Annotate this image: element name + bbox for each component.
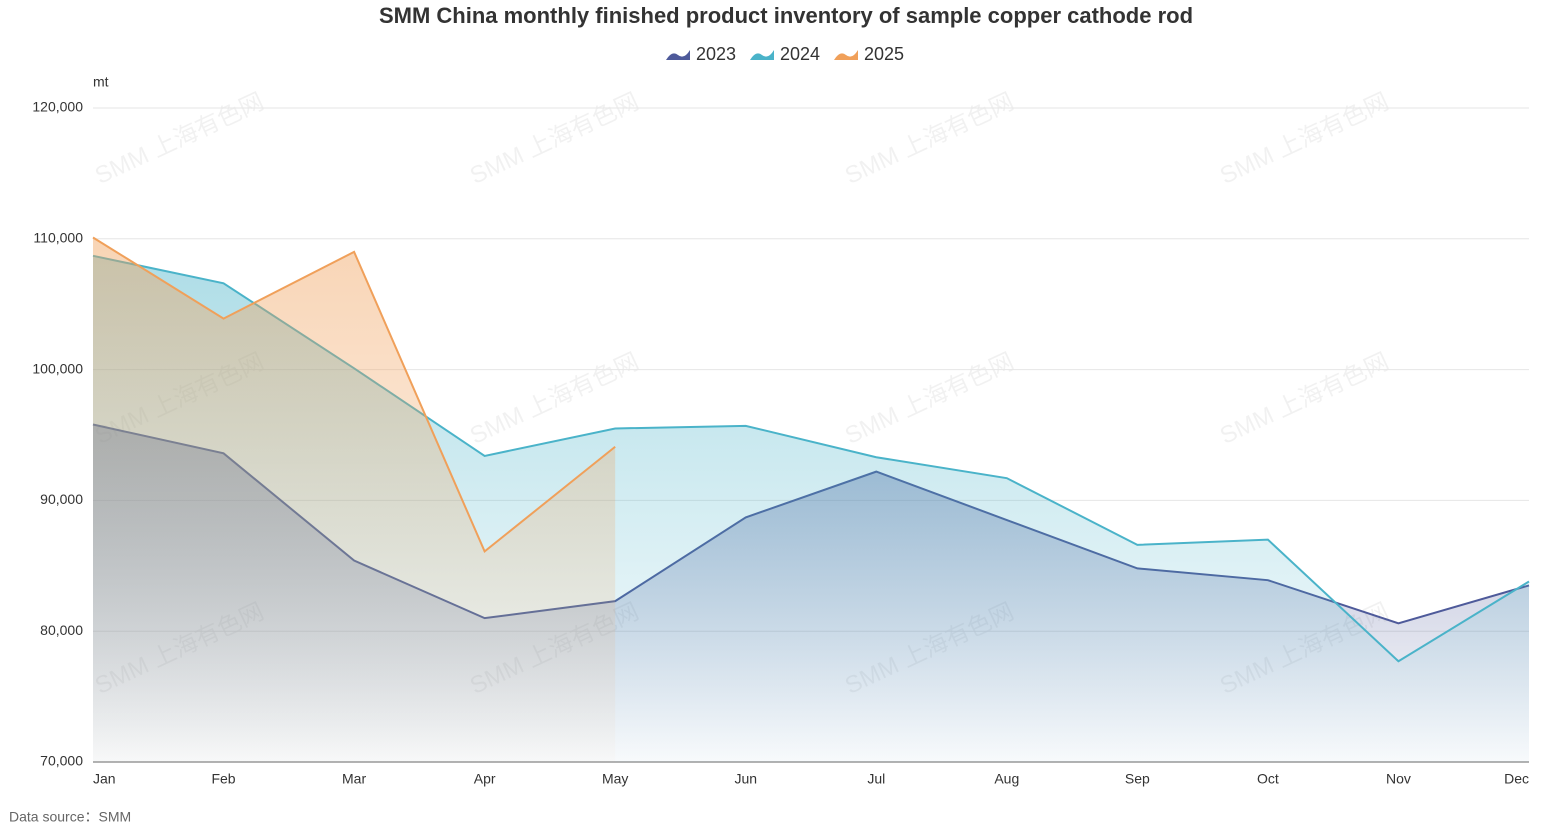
- series-line: [92, 236, 616, 554]
- x-tick-label: May: [602, 771, 628, 787]
- x-tick-label: Feb: [211, 771, 235, 787]
- series-area: [93, 237, 616, 762]
- x-tick-label: Jul: [867, 771, 885, 787]
- x-tick-label: Apr: [474, 771, 496, 787]
- legend-label: 2024: [780, 44, 820, 64]
- x-tick-label: Dec: [1504, 771, 1529, 787]
- watermark: SMM 上海有色网: [1216, 88, 1393, 190]
- y-tick-label: 90,000: [40, 491, 83, 507]
- watermark: SMM 上海有色网: [1216, 348, 1393, 450]
- y-tick-label: 110,000: [33, 230, 83, 246]
- source: Data source：SMM: [9, 809, 131, 825]
- y-tick-label: 120,000: [32, 99, 83, 115]
- y-unit: mt: [93, 74, 109, 90]
- legend-icon: [750, 50, 774, 60]
- legend-icon: [666, 50, 690, 60]
- x-tick-label: Jan: [93, 771, 116, 787]
- watermark: SMM 上海有色网: [91, 88, 268, 190]
- watermark: SMM 上海有色网: [466, 88, 643, 190]
- y-tick-label: 70,000: [40, 753, 83, 769]
- y-tick-label: 100,000: [32, 360, 83, 376]
- watermark: SMM 上海有色网: [841, 348, 1018, 450]
- legend-label: 2023: [696, 44, 736, 64]
- legend-label: 2025: [864, 44, 904, 64]
- watermark: SMM 上海有色网: [841, 88, 1018, 190]
- x-tick-label: Oct: [1257, 771, 1279, 787]
- x-tick-label: Jun: [734, 771, 757, 787]
- legend-icon: [834, 50, 858, 60]
- x-tick-label: Aug: [994, 771, 1019, 787]
- x-tick-label: Sep: [1125, 771, 1150, 787]
- chart-title: SMM China monthly finished product inven…: [379, 3, 1193, 28]
- x-tick-label: Nov: [1386, 771, 1411, 787]
- y-tick-label: 80,000: [40, 622, 83, 638]
- x-tick-label: Mar: [342, 771, 366, 787]
